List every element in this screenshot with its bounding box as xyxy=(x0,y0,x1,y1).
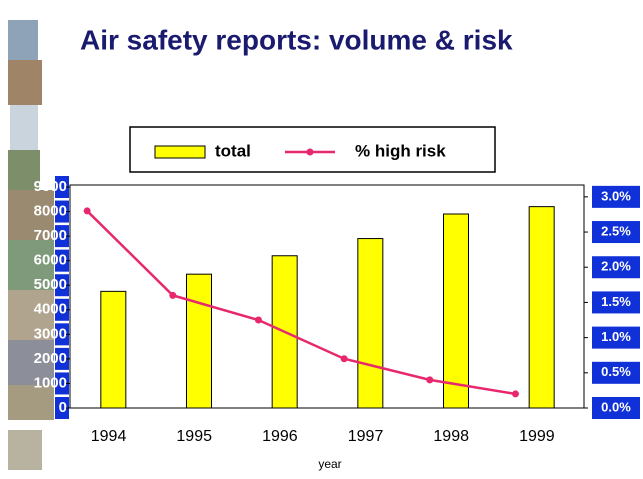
y-tick-box xyxy=(55,397,69,419)
y2-tick-label: 0.0% xyxy=(601,399,631,414)
y-tick-box xyxy=(55,225,69,248)
y-tick-label: 3000 xyxy=(34,325,67,342)
y-tick-label: 1000 xyxy=(34,374,67,391)
y2-tick-label: 2.5% xyxy=(601,223,631,238)
x-tick-label: 1997 xyxy=(348,428,384,445)
y-tick-box xyxy=(55,372,69,395)
chart-title: Air safety reports: volume & risk xyxy=(80,24,513,55)
y-tick-label: 9000 xyxy=(34,178,67,195)
x-tick-label: 1995 xyxy=(176,428,212,445)
plot-frame xyxy=(69,184,585,409)
y-tick-label: 8000 xyxy=(34,203,67,220)
y-tick-box xyxy=(55,347,69,370)
y2-tick-box xyxy=(592,256,640,279)
x-tick-label: 1996 xyxy=(262,428,298,445)
y2-tick-box xyxy=(592,326,640,349)
y2-tick-label: 2.0% xyxy=(601,259,631,274)
bar xyxy=(528,206,555,409)
x-tick-label: 1998 xyxy=(433,428,469,445)
y2-tick-box xyxy=(592,361,640,384)
legend-box xyxy=(129,126,496,173)
bar xyxy=(100,290,127,409)
point xyxy=(254,316,262,324)
x-tick-label: 1999 xyxy=(519,428,555,445)
point xyxy=(511,390,519,398)
legend-swatch xyxy=(306,148,314,156)
x-tick-label: 1994 xyxy=(91,428,127,445)
bar xyxy=(443,213,469,409)
y-tick-box xyxy=(55,323,69,346)
bar xyxy=(357,238,384,409)
y-tick-label: 5000 xyxy=(34,276,67,293)
legend-label: total xyxy=(215,141,251,160)
y-tick-label: 0 xyxy=(59,399,67,416)
y-tick-label: 7000 xyxy=(34,227,67,244)
y2-tick-box xyxy=(592,221,640,244)
bar xyxy=(186,273,212,409)
y2-tick-box xyxy=(592,397,640,419)
line xyxy=(86,210,516,396)
point xyxy=(340,355,348,363)
y-tick-box xyxy=(55,200,69,223)
y-tick-box xyxy=(55,298,69,321)
point xyxy=(83,207,91,215)
y2-tick-label: 1.5% xyxy=(601,294,631,309)
y2-tick-box xyxy=(592,185,640,208)
x-axis-label: year xyxy=(318,457,341,471)
y-tick-label: 4000 xyxy=(34,301,67,318)
point xyxy=(426,376,434,384)
decor-strip xyxy=(8,20,54,470)
y2-tick-label: 1.0% xyxy=(601,329,631,344)
y-tick-box xyxy=(55,274,69,297)
y2-tick-label: 3.0% xyxy=(601,188,631,203)
y2-tick-label: 0.5% xyxy=(601,364,631,379)
legend-swatch xyxy=(154,145,206,159)
y-tick-label: 2000 xyxy=(34,350,67,367)
y2-tick-box xyxy=(592,291,640,314)
y-tick-label: 6000 xyxy=(34,252,67,269)
y-tick-box xyxy=(55,176,69,198)
legend-label: % high risk xyxy=(355,141,446,160)
y-tick-box xyxy=(55,249,69,272)
point xyxy=(169,291,177,299)
